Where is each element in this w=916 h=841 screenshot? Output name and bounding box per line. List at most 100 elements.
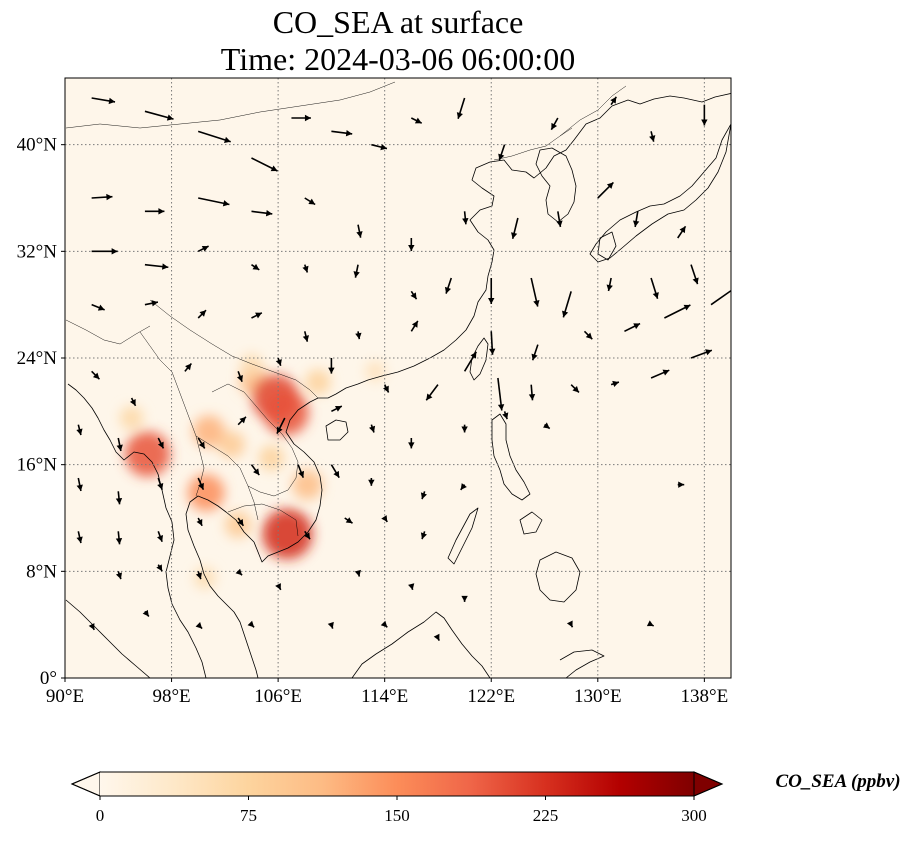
wind-arrow-15 [144, 208, 165, 215]
wind-arrow-25 [632, 211, 640, 228]
wind-arrow-32 [353, 264, 360, 278]
coastline-visayas [519, 511, 543, 535]
wind-arrow-14 [91, 193, 113, 201]
wind-arrow-57 [236, 371, 243, 383]
wind-arrow-19 [356, 224, 363, 238]
coastline-korea [535, 147, 577, 223]
wind-arrow-92 [76, 531, 83, 544]
wind-arrow-78 [461, 424, 468, 433]
wind-arrow-35 [488, 278, 495, 304]
x-axis-ticks: 90°E 98°E 106°E 114°E 122°E 130°E 138°E [46, 678, 728, 707]
wind-arrow-99 [381, 515, 388, 523]
wind-arrow-59 [328, 358, 335, 374]
wind-arrow-79 [502, 411, 509, 420]
wind-arrow-45 [302, 331, 310, 342]
wind-arrow-107 [408, 583, 415, 591]
co-hotspot-11 [224, 511, 252, 539]
wind-arrow-90 [460, 483, 467, 491]
wind-arrow-80 [543, 422, 551, 430]
colorbar-tick-label-3: 225 [533, 806, 559, 825]
border-laos [211, 383, 299, 497]
co-hotspot-5 [258, 445, 285, 471]
coastline-sulawesi [559, 649, 605, 678]
wind-arrow-55 [129, 397, 137, 407]
wind-arrow-28 [144, 263, 169, 270]
y-tick-label-3: 24°N [17, 348, 58, 369]
wind-arrow-11 [610, 96, 617, 106]
y-tick-label-4: 32°N [17, 241, 58, 262]
wind-arrow-114 [380, 620, 388, 628]
wind-arrow-106 [354, 569, 361, 577]
wind-arrow-43 [197, 309, 207, 319]
wind-arrow-105 [275, 583, 282, 591]
wind-arrow-31 [302, 264, 309, 273]
wind-arrow-54 [91, 370, 101, 380]
colorbar-label: CO_SEA (ppbv) [775, 771, 900, 792]
x-tick-label-5: 130°E [574, 686, 622, 707]
wind-arrow-67 [650, 369, 670, 379]
wind-arrow-102 [156, 564, 163, 572]
title-line-2: Time: 2024-03-06 06:00:00 [221, 41, 575, 77]
colorbar: 0 75 150 225 300 CO_SEA (ppbv) [70, 771, 901, 825]
wind-arrow-17 [251, 210, 273, 217]
wind-arrow-46 [355, 331, 362, 340]
co-hotspot-6 [124, 431, 171, 477]
wind-arrow-3 [251, 157, 278, 172]
wind-arrow-69 [76, 424, 83, 436]
wind-arrow-81 [76, 477, 83, 492]
coastline-mindanao [535, 551, 581, 603]
x-tick-label-1: 98°E [152, 686, 190, 707]
map-panel: 90°E 98°E 106°E 114°E 122°E 130°E 138°E 0° 8°N 1… [17, 77, 732, 707]
coastline-vietnam [253, 401, 323, 563]
colorbar-tick-label-0: 0 [96, 806, 105, 825]
coastline-sumatra [65, 599, 151, 678]
x-tick-label-2: 106°E [254, 686, 302, 707]
wind-arrow-98 [344, 517, 353, 524]
y-tick-label-1: 8°N [26, 561, 57, 582]
wind-arrow-74 [276, 417, 286, 434]
x-tick-label-4: 122°E [467, 686, 515, 707]
wind-arrow-18 [304, 197, 316, 206]
wind-arrow-91 [677, 481, 685, 488]
colorbar-ticks: 0 75 150 225 300 [96, 796, 707, 825]
coastline-borneo [351, 611, 491, 678]
wind-arrow-41 [91, 303, 105, 311]
title-line-1: CO_SEA at surface [273, 4, 524, 40]
wind-arrow-22 [511, 217, 519, 239]
wind-arrow-76 [369, 424, 376, 433]
wind-arrow-89 [420, 491, 427, 500]
border-cambodia [227, 503, 299, 537]
country-borders [65, 81, 627, 537]
co-hotspot-2 [263, 390, 309, 436]
wind-arrow-83 [157, 477, 164, 490]
wind-arrow-110 [142, 609, 150, 618]
wind-arrow-29 [197, 245, 209, 253]
co-hotspot-7 [119, 406, 144, 430]
wind-arrow-33 [410, 290, 418, 300]
map-frame [64, 77, 732, 679]
wind-arrow-71 [157, 437, 165, 449]
co-hotspot-12 [193, 567, 216, 589]
wind-arrow-23 [556, 211, 563, 228]
wind-arrow-48 [489, 331, 496, 355]
wind-arrow-66 [610, 380, 620, 387]
wind-arrow-24 [597, 181, 614, 199]
colorbar-extend-min [70, 771, 101, 797]
coastline-taiwan [469, 337, 489, 381]
co-concentration-field [119, 353, 386, 589]
wind-arrow-116 [566, 620, 574, 628]
y-tick-label-0: 0° [40, 668, 57, 689]
wind-arrow-100 [420, 531, 427, 540]
wind-arrow-40 [690, 264, 699, 285]
wind-arrow-12 [649, 131, 656, 142]
coastline-japan [589, 123, 731, 263]
wind-arrow-93 [115, 531, 123, 545]
co-hotspot-8 [187, 474, 225, 512]
wind-arrow-37 [562, 291, 572, 318]
wind-arrow-49 [531, 344, 539, 361]
wind-arrow-0 [91, 97, 116, 105]
wind-arrow-2 [197, 130, 231, 143]
co-hotspot-13 [305, 369, 331, 395]
